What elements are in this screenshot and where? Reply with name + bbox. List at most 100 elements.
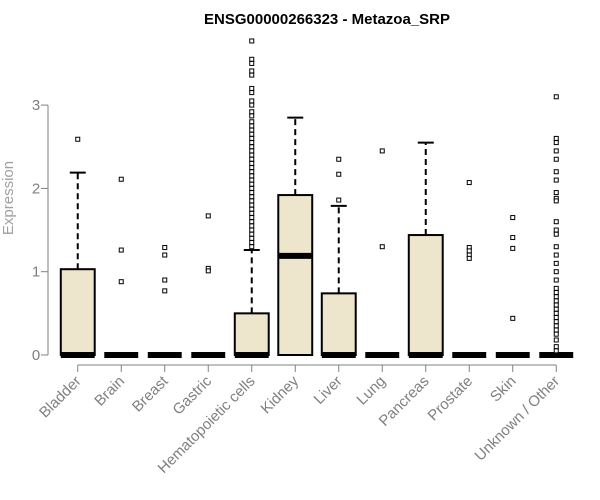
outlier-point bbox=[249, 185, 255, 191]
outlier-point bbox=[118, 247, 124, 253]
outlier-point bbox=[336, 171, 342, 177]
outlier-point bbox=[379, 244, 385, 250]
box-hematopoietic-cells bbox=[233, 38, 270, 358]
y-tick-label: 1 bbox=[32, 264, 40, 281]
outlier-point bbox=[249, 177, 255, 183]
outlier-point bbox=[162, 277, 168, 283]
outlier-point bbox=[249, 68, 255, 74]
outlier-point bbox=[249, 194, 255, 200]
box-breast bbox=[147, 245, 182, 358]
outlier-point bbox=[553, 231, 559, 237]
outlier-point bbox=[249, 198, 255, 204]
box-iqr bbox=[59, 268, 96, 356]
outlier-point bbox=[249, 219, 255, 225]
outlier-point bbox=[553, 219, 559, 225]
outlier-point bbox=[249, 244, 255, 250]
outlier-point bbox=[466, 255, 472, 261]
outlier-point bbox=[249, 152, 255, 158]
outlier-point bbox=[553, 306, 559, 312]
outlier-point bbox=[249, 210, 255, 216]
x-tick-label: Bladder bbox=[36, 373, 85, 422]
outlier-point bbox=[553, 177, 559, 183]
outlier-point bbox=[553, 298, 559, 304]
outlier-point bbox=[553, 227, 559, 233]
box-iqr bbox=[407, 234, 444, 357]
outlier-point bbox=[162, 245, 168, 251]
outlier-point bbox=[553, 302, 559, 308]
outlier-point bbox=[553, 331, 559, 337]
outlier-point bbox=[553, 140, 559, 146]
outlier-point bbox=[553, 244, 559, 250]
outlier-point bbox=[249, 165, 255, 171]
outlier-point bbox=[553, 310, 559, 316]
box-iqr bbox=[233, 312, 270, 357]
box-unknown-other bbox=[539, 94, 574, 358]
outlier-point bbox=[249, 169, 255, 175]
box-iqr bbox=[320, 292, 357, 356]
x-tick-label: Breast bbox=[129, 372, 172, 415]
outlier-point bbox=[553, 169, 559, 175]
outlier-point bbox=[510, 215, 516, 221]
outlier-point bbox=[553, 260, 559, 266]
outlier-point bbox=[249, 202, 255, 208]
outlier-point bbox=[553, 285, 559, 291]
outlier-point bbox=[379, 148, 385, 154]
box-gastric bbox=[191, 213, 226, 358]
outlier-point bbox=[249, 131, 255, 137]
outlier-point bbox=[249, 135, 255, 141]
outlier-point bbox=[162, 252, 168, 258]
outlier-point bbox=[553, 135, 559, 141]
box-kidney bbox=[277, 116, 314, 356]
outlier-point bbox=[249, 144, 255, 150]
outlier-point bbox=[553, 337, 559, 343]
outlier-point bbox=[249, 215, 255, 221]
outlier-point bbox=[553, 156, 559, 162]
outlier-point bbox=[249, 140, 255, 146]
outlier-point bbox=[249, 156, 255, 162]
outlier-point bbox=[553, 327, 559, 333]
outlier-point bbox=[249, 235, 255, 241]
outlier-point bbox=[510, 245, 516, 251]
y-tick-label: 0 bbox=[32, 347, 40, 364]
outlier-point bbox=[336, 156, 342, 162]
outlier-point bbox=[336, 197, 342, 203]
outlier-point bbox=[553, 344, 559, 350]
outlier-point bbox=[553, 94, 559, 100]
outlier-point bbox=[249, 160, 255, 166]
box-pancreas bbox=[407, 141, 444, 358]
x-tick-label: Liver bbox=[311, 373, 346, 408]
x-tick-label: Lung bbox=[353, 373, 389, 409]
y-tick-label: 3 bbox=[32, 97, 40, 114]
outlier-point bbox=[249, 72, 255, 78]
outlier-point bbox=[553, 269, 559, 275]
x-tick-label: Kidney bbox=[258, 372, 303, 417]
outlier-point bbox=[205, 268, 211, 274]
outlier-point bbox=[249, 85, 255, 91]
outlier-point bbox=[510, 315, 516, 321]
outlier-point bbox=[249, 148, 255, 154]
outlier-point bbox=[249, 190, 255, 196]
outlier-point bbox=[118, 176, 124, 182]
outlier-point bbox=[249, 173, 255, 179]
box-prostate bbox=[452, 180, 487, 358]
outlier-point bbox=[249, 181, 255, 187]
outlier-point bbox=[249, 113, 255, 119]
outlier-point bbox=[553, 148, 559, 154]
outlier-point bbox=[510, 235, 516, 241]
outlier-point bbox=[553, 198, 559, 204]
outlier-point bbox=[249, 102, 255, 108]
x-tick-label: Prostate bbox=[425, 373, 477, 425]
outlier-point bbox=[249, 227, 255, 233]
y-axis: 0 1 2 3 bbox=[32, 97, 49, 364]
outlier-point bbox=[118, 279, 124, 285]
y-tick-label: 2 bbox=[32, 180, 40, 197]
outlier-point bbox=[249, 60, 255, 66]
outlier-point bbox=[553, 294, 559, 300]
outlier-point bbox=[249, 56, 255, 62]
outlier-point bbox=[249, 123, 255, 129]
outlier-point bbox=[553, 315, 559, 321]
outlier-point bbox=[553, 277, 559, 283]
outlier-point bbox=[205, 213, 211, 219]
